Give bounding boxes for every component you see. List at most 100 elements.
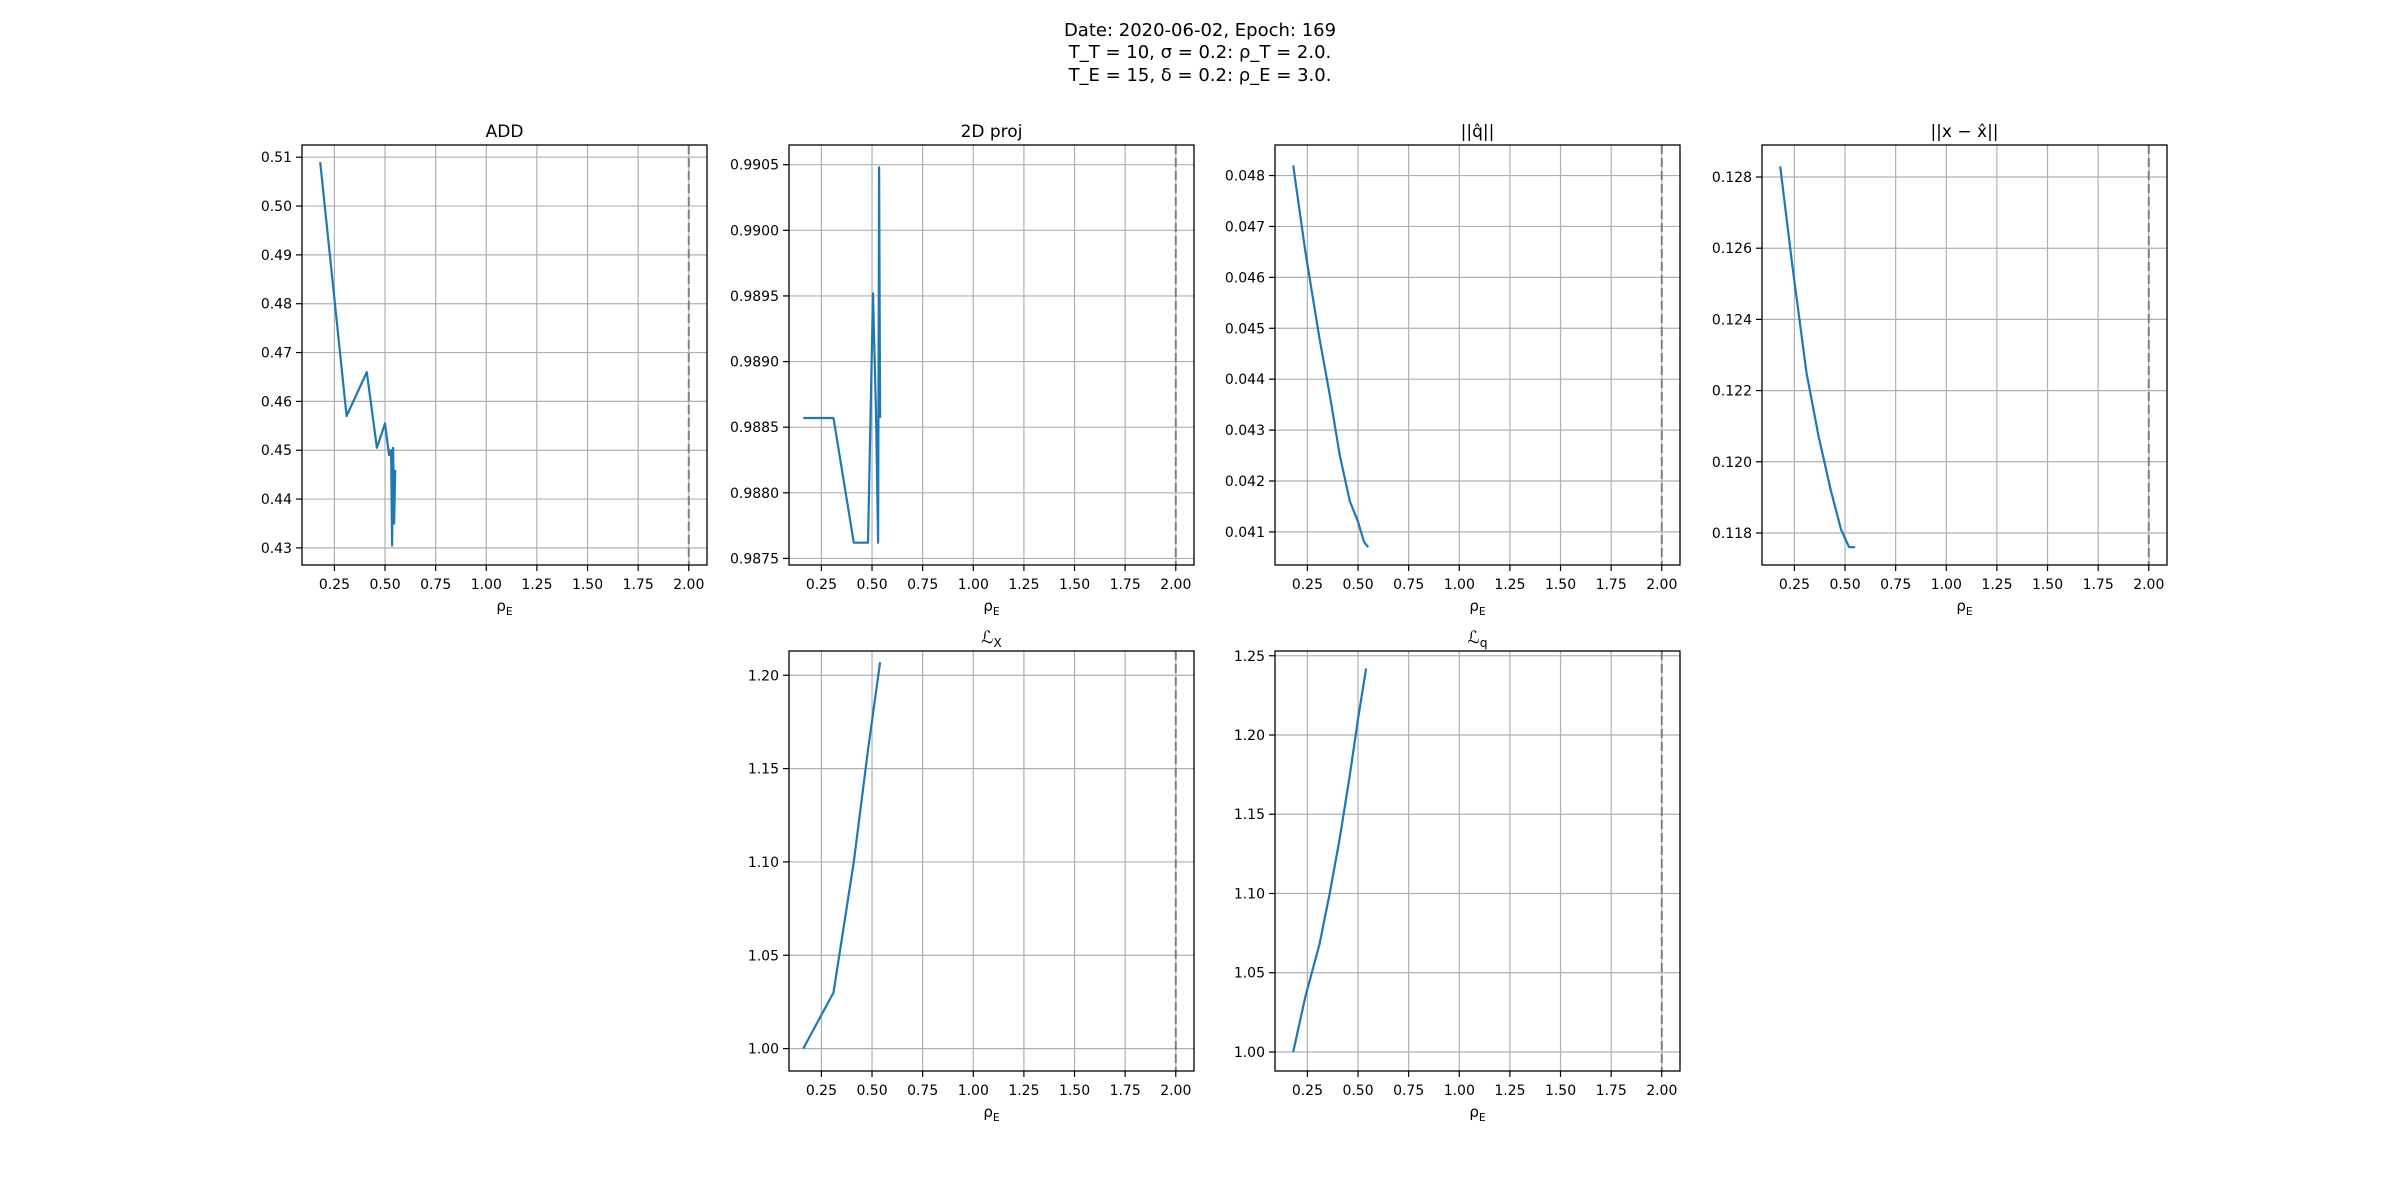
subplot-title: ||q̂|| <box>1461 122 1495 142</box>
subplot-proj2d: 0.25 0.50 0.75 1.00 1.25 1.50 1.75 2.00 0.9875 0.… <box>730 122 1195 618</box>
suptitle-eval-params: T_E = 15, δ = 0.2: ρ_E = 3.0. <box>1068 65 1332 86</box>
y-tick-label: 0.9885 <box>730 420 779 436</box>
x-tick-label: 1.50 <box>1545 577 1576 593</box>
y-tick-label: 0.50 <box>261 199 292 215</box>
y-tick-label: 1.15 <box>1234 807 1265 823</box>
y-tick-label: 0.49 <box>261 248 292 264</box>
y-tick-label: 0.118 <box>1712 526 1752 542</box>
series-line <box>1292 165 1370 548</box>
y-tick-label: 0.043 <box>1225 423 1265 439</box>
subplot-lq: 0.25 0.50 0.75 1.00 1.25 1.50 1.75 2.00 1.00 1.05… <box>1234 628 1681 1124</box>
y-tick-label: 1.20 <box>1234 728 1265 744</box>
axes-frame <box>788 650 1195 1072</box>
x-tick-label: 0.50 <box>856 1083 887 1099</box>
x-axis-label: ρE <box>1956 597 1973 618</box>
x-tick-label: 1.50 <box>572 577 603 593</box>
suptitle-date-epoch: Date: 2020-06-02, Epoch: 169 <box>1063 20 1337 41</box>
y-tick-label: 0.128 <box>1712 170 1752 186</box>
x-tick-label: 0.25 <box>1779 577 1810 593</box>
y-tick-label: 0.9890 <box>730 355 779 371</box>
subplot-lx: 0.25 0.50 0.75 1.00 1.25 1.50 1.75 2.00 1.00 1.05… <box>748 628 1195 1124</box>
x-tick-label: 2.00 <box>1160 1083 1191 1099</box>
x-tick-label: 0.75 <box>1393 577 1424 593</box>
x-axis-label: ρE <box>496 597 513 618</box>
x-tick-label: 0.25 <box>806 1083 837 1099</box>
y-tick-label: 1.00 <box>748 1042 779 1058</box>
subplot-title: ℒq <box>1467 628 1487 650</box>
x-tick-label: 1.75 <box>623 577 654 593</box>
x-tick-label: 0.25 <box>1292 577 1323 593</box>
x-tick-label: 2.00 <box>1646 577 1677 593</box>
subplot-title: ADD <box>486 122 524 142</box>
y-tick-label: 0.120 <box>1712 455 1752 471</box>
x-tick-label: 1.75 <box>1596 577 1627 593</box>
x-tick-label: 0.75 <box>1393 1083 1424 1099</box>
x-axis-label: ρE <box>1469 597 1486 618</box>
y-tick-label: 0.044 <box>1225 372 1265 388</box>
x-tick-label: 0.50 <box>369 577 400 593</box>
y-tick-label: 0.45 <box>261 443 292 459</box>
x-tick-label: 1.25 <box>1008 577 1039 593</box>
x-tick-label: 1.75 <box>1110 1083 1141 1099</box>
axes-frame <box>788 144 1195 566</box>
x-tick-label: 1.75 <box>1110 577 1141 593</box>
y-tick-label: 1.25 <box>1234 649 1265 665</box>
x-axis-label: ρE <box>983 1103 1000 1124</box>
y-tick-label: 0.047 <box>1225 219 1265 235</box>
axes-frame <box>301 144 708 566</box>
axes-frame <box>1274 144 1681 566</box>
x-tick-label: 1.50 <box>1059 1083 1090 1099</box>
x-tick-label: 1.75 <box>2083 577 2114 593</box>
x-axis-label: ρE <box>983 597 1000 618</box>
series-line <box>1292 668 1368 1053</box>
x-tick-label: 2.00 <box>1646 1083 1677 1099</box>
x-tick-label: 1.00 <box>1931 577 1962 593</box>
y-tick-label: 0.9895 <box>730 289 779 305</box>
subplot-qhat: 0.25 0.50 0.75 1.00 1.25 1.50 1.75 2.00 0.041 0.0… <box>1225 122 1681 618</box>
y-tick-label: 0.46 <box>261 394 292 410</box>
subplot-add: 0.25 0.50 0.75 1.00 1.25 1.50 1.75 2.00 0.43 0.44… <box>261 122 708 618</box>
x-tick-label: 1.25 <box>1494 577 1525 593</box>
x-tick-label: 0.25 <box>1292 1083 1323 1099</box>
x-tick-label: 1.00 <box>1444 1083 1475 1099</box>
subplot-title: ℒX <box>981 628 1002 650</box>
series-line <box>802 662 882 1050</box>
x-tick-label: 0.25 <box>319 577 350 593</box>
x-tick-label: 1.50 <box>2032 577 2063 593</box>
x-tick-label: 2.00 <box>2133 577 2164 593</box>
x-tick-label: 2.00 <box>673 577 704 593</box>
x-tick-label: 1.25 <box>521 577 552 593</box>
y-tick-label: 0.045 <box>1225 321 1265 337</box>
y-tick-label: 1.10 <box>1234 886 1265 902</box>
series-line <box>1779 166 1856 549</box>
y-tick-label: 0.9905 <box>730 158 779 174</box>
y-tick-label: 0.122 <box>1712 384 1752 400</box>
series-line <box>319 161 397 547</box>
y-tick-label: 0.47 <box>261 346 292 362</box>
x-tick-label: 0.75 <box>907 1083 938 1099</box>
y-tick-label: 0.51 <box>261 150 292 166</box>
x-tick-label: 0.25 <box>806 577 837 593</box>
y-tick-label: 1.05 <box>748 948 779 964</box>
y-tick-label: 0.48 <box>261 297 292 313</box>
x-axis-label: ρE <box>1469 1103 1486 1124</box>
x-tick-label: 1.50 <box>1545 1083 1576 1099</box>
y-tick-label: 1.15 <box>748 762 779 778</box>
y-tick-label: 0.041 <box>1225 525 1265 541</box>
x-tick-label: 0.50 <box>1829 577 1860 593</box>
x-tick-label: 2.00 <box>1160 577 1191 593</box>
x-tick-label: 1.25 <box>1008 1083 1039 1099</box>
y-tick-label: 0.048 <box>1225 169 1265 185</box>
y-tick-label: 1.20 <box>748 668 779 684</box>
x-tick-label: 1.00 <box>1444 577 1475 593</box>
x-tick-label: 1.25 <box>1981 577 2012 593</box>
x-tick-label: 1.50 <box>1059 577 1090 593</box>
y-tick-label: 0.43 <box>261 541 292 557</box>
subplot-xerr: 0.25 0.50 0.75 1.00 1.25 1.50 1.75 2.00 0.118 0.1… <box>1712 122 2168 618</box>
x-tick-label: 0.50 <box>856 577 887 593</box>
x-tick-label: 0.75 <box>420 577 451 593</box>
x-tick-label: 0.75 <box>907 577 938 593</box>
x-tick-label: 0.50 <box>1342 577 1373 593</box>
